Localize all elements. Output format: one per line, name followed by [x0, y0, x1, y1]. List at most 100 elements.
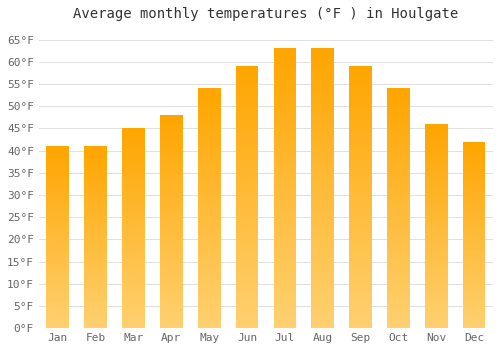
Bar [122, 303, 145, 306]
Bar [349, 79, 372, 83]
Bar [84, 153, 107, 155]
Bar [236, 86, 258, 89]
Bar [198, 301, 220, 304]
Bar [349, 184, 372, 187]
Bar [160, 187, 182, 190]
Bar [312, 146, 334, 150]
Bar [387, 253, 410, 256]
Bar [274, 272, 296, 276]
Bar [46, 241, 69, 244]
Bar [274, 104, 296, 108]
Bar [312, 317, 334, 321]
Bar [236, 194, 258, 197]
Bar [349, 158, 372, 161]
Bar [274, 251, 296, 255]
Bar [236, 269, 258, 273]
Bar [198, 322, 220, 325]
Bar [122, 136, 145, 138]
Bar [463, 267, 485, 270]
Bar [122, 138, 145, 141]
Bar [160, 293, 182, 296]
Bar [84, 310, 107, 312]
Bar [425, 323, 448, 326]
Bar [312, 300, 334, 304]
Bar [463, 274, 485, 277]
Bar [312, 94, 334, 97]
Bar [236, 250, 258, 253]
Bar [387, 91, 410, 95]
Bar [463, 281, 485, 284]
Bar [349, 69, 372, 73]
Bar [122, 203, 145, 206]
Bar [160, 163, 182, 166]
Bar [198, 205, 220, 208]
Bar [122, 313, 145, 316]
Bar [387, 118, 410, 121]
Bar [274, 118, 296, 122]
Bar [274, 213, 296, 216]
Bar [312, 199, 334, 202]
Bar [425, 134, 448, 137]
Bar [46, 235, 69, 237]
Bar [425, 167, 448, 170]
Bar [463, 144, 485, 146]
Bar [122, 241, 145, 243]
Bar [312, 293, 334, 297]
Bar [312, 310, 334, 314]
Bar [122, 308, 145, 311]
Bar [46, 171, 69, 174]
Bar [349, 253, 372, 256]
Bar [160, 267, 182, 270]
Bar [387, 133, 410, 136]
Bar [198, 130, 220, 133]
Bar [198, 154, 220, 158]
Bar [236, 148, 258, 151]
Bar [122, 233, 145, 236]
Bar [349, 282, 372, 286]
Bar [387, 151, 410, 154]
Bar [463, 270, 485, 272]
Bar [425, 313, 448, 315]
Bar [198, 325, 220, 328]
Bar [46, 280, 69, 283]
Bar [274, 48, 296, 52]
Bar [463, 216, 485, 219]
Bar [387, 259, 410, 262]
Bar [274, 262, 296, 265]
Bar [84, 230, 107, 233]
Bar [84, 289, 107, 292]
Bar [274, 237, 296, 241]
Bar [122, 128, 145, 131]
Bar [349, 318, 372, 322]
Bar [387, 289, 410, 292]
Bar [274, 216, 296, 220]
Bar [160, 240, 182, 243]
Bar [312, 265, 334, 269]
Bar [349, 109, 372, 112]
Bar [349, 220, 372, 223]
Bar [236, 109, 258, 112]
Bar [160, 272, 182, 275]
Bar [387, 184, 410, 187]
Bar [46, 312, 69, 315]
Bar [349, 292, 372, 295]
Bar [160, 214, 182, 216]
Bar [463, 288, 485, 291]
Bar [463, 151, 485, 153]
Bar [122, 141, 145, 144]
Bar [236, 79, 258, 83]
Bar [160, 131, 182, 134]
Bar [274, 153, 296, 157]
Bar [122, 253, 145, 256]
Bar [349, 315, 372, 318]
Bar [387, 232, 410, 235]
Bar [387, 157, 410, 160]
Bar [122, 163, 145, 166]
Bar [160, 152, 182, 155]
Bar [425, 282, 448, 285]
Bar [160, 235, 182, 238]
Bar [46, 219, 69, 221]
Bar [84, 194, 107, 196]
Bar [46, 285, 69, 287]
Bar [349, 135, 372, 138]
